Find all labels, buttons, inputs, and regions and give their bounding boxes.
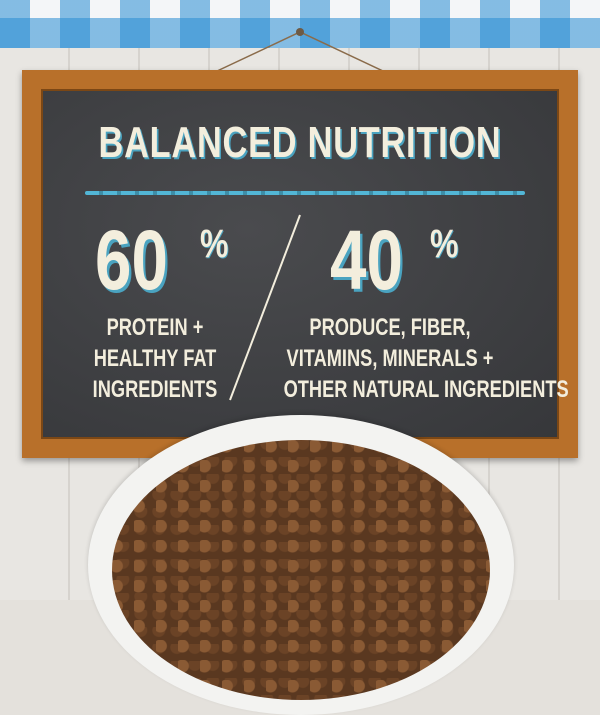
kibble [112,440,490,700]
right-line: OTHER NATURAL INGREDIENTS [283,376,569,403]
right-description: PRODUCE, FIBER, VITAMINS, MINERALS + OTH… [283,312,569,405]
gingham-tablecloth [0,0,600,48]
left-line: INGREDIENTS [92,376,218,403]
left-description: PROTEIN + HEALTHY FAT INGREDIENTS [90,312,219,405]
right-percentage-unit: % [430,222,459,266]
hanging-string [214,28,386,73]
board-title: BALANCED NUTRITION [98,118,502,167]
left-line: HEALTHY FAT [93,345,217,372]
left-line: PROTEIN + [106,314,204,341]
right-line: VITAMINS, MINERALS + [286,345,494,372]
title-underline [85,191,525,195]
left-percentage-unit: % [200,222,229,266]
right-line: PRODUCE, FIBER, [309,314,471,341]
right-percentage-value: 40 [330,213,403,307]
left-percentage-value: 60 [95,213,168,307]
